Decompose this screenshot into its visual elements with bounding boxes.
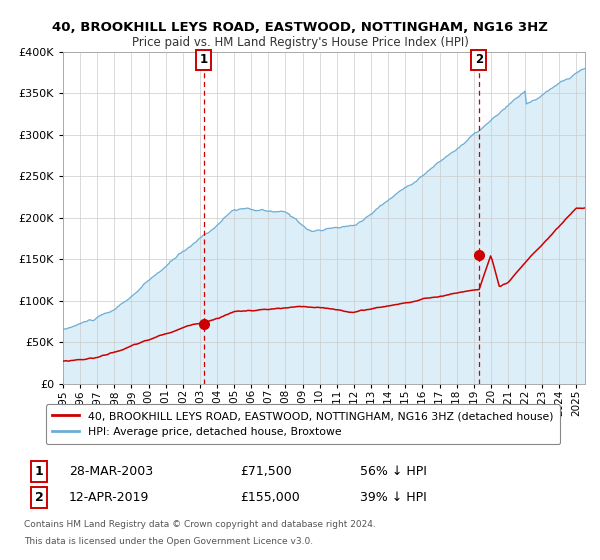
Text: £71,500: £71,500 [240,465,292,478]
Text: 1: 1 [199,53,208,66]
Text: 2: 2 [35,491,43,504]
Text: 56% ↓ HPI: 56% ↓ HPI [360,465,427,478]
Text: 28-MAR-2003: 28-MAR-2003 [69,465,153,478]
Text: Contains HM Land Registry data © Crown copyright and database right 2024.: Contains HM Land Registry data © Crown c… [24,520,376,529]
Text: 40, BROOKHILL LEYS ROAD, EASTWOOD, NOTTINGHAM, NG16 3HZ: 40, BROOKHILL LEYS ROAD, EASTWOOD, NOTTI… [52,21,548,34]
Text: 39% ↓ HPI: 39% ↓ HPI [360,491,427,504]
Text: This data is licensed under the Open Government Licence v3.0.: This data is licensed under the Open Gov… [24,537,313,546]
Text: 1: 1 [35,465,43,478]
Text: Price paid vs. HM Land Registry's House Price Index (HPI): Price paid vs. HM Land Registry's House … [131,36,469,49]
Text: £155,000: £155,000 [240,491,300,504]
Text: 12-APR-2019: 12-APR-2019 [69,491,149,504]
Legend: 40, BROOKHILL LEYS ROAD, EASTWOOD, NOTTINGHAM, NG16 3HZ (detached house), HPI: A: 40, BROOKHILL LEYS ROAD, EASTWOOD, NOTTI… [46,404,560,444]
Text: 2: 2 [475,53,483,66]
